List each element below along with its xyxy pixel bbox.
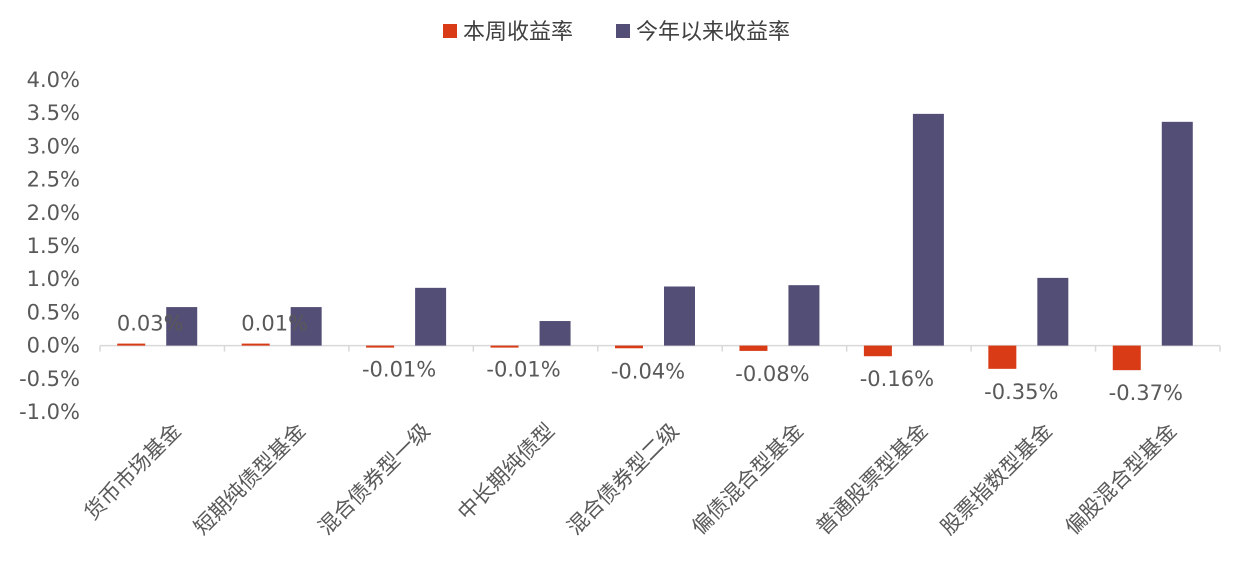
bar-ytd-return bbox=[539, 321, 571, 346]
x-category-label: 货币市场基金 bbox=[80, 419, 186, 525]
y-axis: 4.0% 3.5% 3.0% 2.5% 2.0% 1.5% 1.0% 0.5% 0.0% -0.5… bbox=[19, 68, 80, 424]
bar-weekly-return bbox=[366, 345, 395, 348]
x-axis-baseline bbox=[99, 344, 1221, 352]
data-label-weekly-return: -0.04% bbox=[611, 359, 685, 383]
y-tick-label: -1.0% bbox=[19, 400, 80, 424]
x-category-label: 普通股票型基金 bbox=[812, 419, 933, 540]
data-label-weekly-return: -0.01% bbox=[486, 357, 560, 381]
y-tick-label: 0.0% bbox=[27, 334, 80, 358]
bar-ytd-return bbox=[415, 287, 447, 346]
bar-ytd-return bbox=[1161, 121, 1193, 346]
category-labels-layer: 货币市场基金 短期纯债型基金 混合债券型一级 中长期纯债型 混合债券型二级 偏债混合型基金… bbox=[80, 419, 1182, 540]
y-tick-label: 0.5% bbox=[27, 300, 80, 324]
legend-label-weekly-return: 本周收益率 bbox=[463, 20, 573, 45]
y-tick-label: 2.0% bbox=[27, 201, 80, 225]
bar-weekly-return bbox=[241, 343, 270, 346]
y-tick-label: -0.5% bbox=[19, 367, 80, 391]
bars-layer bbox=[117, 113, 1193, 371]
x-category-label: 混合债券型二级 bbox=[563, 419, 684, 540]
data-label-weekly-return: -0.08% bbox=[735, 362, 809, 386]
legend-swatch-ytd-return bbox=[616, 24, 630, 38]
x-category-label: 股票指数型基金 bbox=[936, 419, 1057, 540]
y-tick-label: 2.5% bbox=[27, 168, 80, 192]
x-category-label: 中长期纯债型 bbox=[453, 419, 559, 525]
x-category-label: 偏股混合型基金 bbox=[1060, 419, 1181, 540]
bar-weekly-return bbox=[117, 343, 146, 346]
bar-weekly-return bbox=[863, 345, 892, 357]
data-label-weekly-return: -0.37% bbox=[1109, 381, 1183, 405]
data-label-weekly-return: -0.01% bbox=[362, 357, 436, 381]
data-label-weekly-return: 0.01% bbox=[241, 312, 308, 336]
x-category-label: 短期纯债型基金 bbox=[189, 419, 310, 540]
bar-weekly-return bbox=[615, 345, 643, 349]
data-label-weekly-return: 0.03% bbox=[117, 312, 184, 336]
y-tick-label: 1.5% bbox=[27, 234, 80, 258]
data-labels-layer: 0.03% 0.01% -0.01% -0.01% -0.04% -0.08% -0.16%… bbox=[117, 312, 1183, 406]
legend-swatch-weekly-return bbox=[443, 24, 457, 38]
x-category-label: 偏债混合型基金 bbox=[687, 419, 808, 540]
data-label-weekly-return: -0.16% bbox=[860, 367, 934, 391]
bar-weekly-return bbox=[988, 345, 1017, 369]
legend: 本周收益率 今年以来收益率 bbox=[443, 20, 790, 45]
y-tick-label: 3.5% bbox=[27, 101, 80, 125]
bar-ytd-return bbox=[788, 285, 820, 346]
y-tick-label: 3.0% bbox=[27, 134, 80, 158]
bar-ytd-return bbox=[166, 307, 198, 346]
bar-weekly-return bbox=[490, 345, 519, 348]
x-category-label: 混合债券型一级 bbox=[314, 419, 435, 540]
bar-ytd-return bbox=[290, 307, 322, 346]
legend-label-ytd-return: 今年以来收益率 bbox=[636, 20, 790, 45]
bar-ytd-return bbox=[664, 286, 695, 346]
data-label-weekly-return: -0.35% bbox=[984, 380, 1058, 404]
y-tick-label: 4.0% bbox=[27, 68, 80, 92]
bar-ytd-return bbox=[912, 113, 944, 346]
bar-weekly-return bbox=[1112, 345, 1141, 371]
bar-weekly-return bbox=[739, 345, 768, 351]
y-tick-label: 1.0% bbox=[27, 267, 80, 291]
bar-ytd-return bbox=[1037, 277, 1069, 346]
